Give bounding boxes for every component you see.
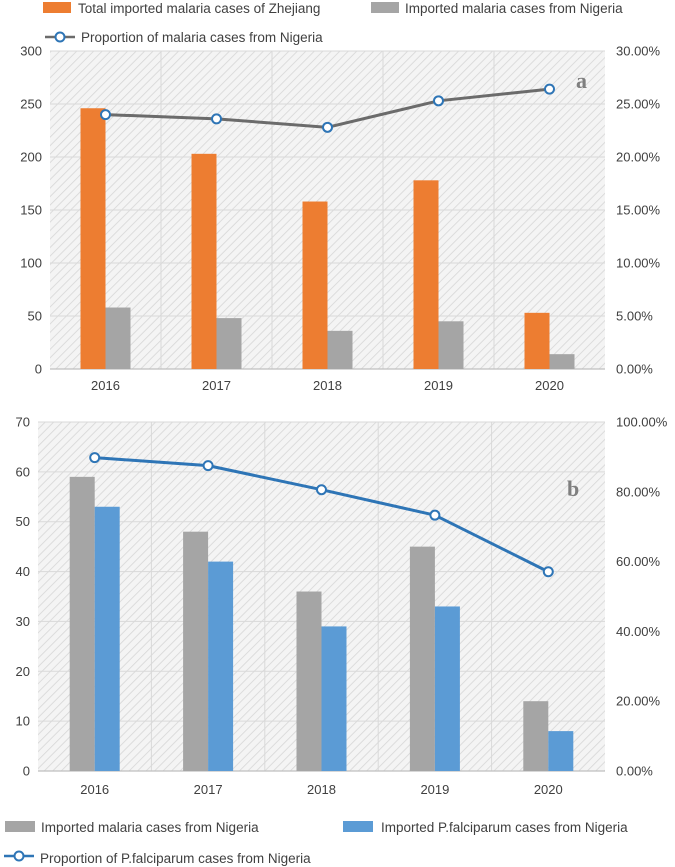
legend-b-nigeria-swatch xyxy=(5,821,35,832)
a-bar-nigeria xyxy=(216,318,242,369)
b-proportion-point xyxy=(542,566,554,578)
x-tick-label: 2019 xyxy=(420,782,449,797)
y-tick-label: 0 xyxy=(23,764,30,779)
y-tick-label: 100 xyxy=(20,256,42,271)
y-tick-label: 250 xyxy=(20,97,42,112)
a-bar-total xyxy=(413,180,439,369)
a-bar-nigeria xyxy=(327,330,353,369)
y-tick-label: 200 xyxy=(20,150,42,165)
y2-tick-label: 20.00% xyxy=(616,694,661,709)
b-bar-pf xyxy=(434,606,460,771)
y-tick-label: 50 xyxy=(16,514,30,529)
y-tick-label: 10 xyxy=(16,714,30,729)
legend-b-pf-swatch xyxy=(343,821,373,832)
panel-label-a: a xyxy=(576,68,587,93)
a-bar-total xyxy=(302,201,328,369)
legend-a: Total imported malaria cases of Zhejiang… xyxy=(43,1,623,45)
a-bar-total xyxy=(191,153,217,369)
legend-b-nigeria-label: Imported malaria cases from Nigeria xyxy=(41,820,259,835)
y-tick-label: 30 xyxy=(16,614,30,629)
y-tick-label: 40 xyxy=(16,564,30,579)
chart-a: 0 50 100 150 200 250 300 0.00% 5.00% 10.00% 15.00%… xyxy=(20,44,660,394)
legend-b-proportion-label: Proportion of P.falciparum cases from Ni… xyxy=(40,851,311,866)
b-proportion-point xyxy=(89,452,101,464)
legend-a-nigeria-label: Imported malaria cases from Nigeria xyxy=(405,1,623,16)
y2-tick-label: 20.00% xyxy=(616,150,661,165)
chart-b: 0 10 20 30 40 50 60 70 0.00% 20.00% 40.00% 60.00% 80… xyxy=(16,415,668,798)
a-bar-total xyxy=(80,108,106,370)
b-bar-pf xyxy=(94,506,120,771)
x-tick-label: 2018 xyxy=(313,378,342,393)
x-tick-label: 2017 xyxy=(202,378,231,393)
x-tick-label: 2020 xyxy=(535,378,564,393)
legend-a-total-label: Total imported malaria cases of Zhejiang xyxy=(78,1,320,16)
legend-a-proportion-marker xyxy=(54,31,66,43)
y2-tick-label: 0.00% xyxy=(616,764,653,779)
y2-tick-label: 40.00% xyxy=(616,624,661,639)
b-bar-nigeria xyxy=(409,546,435,771)
x-tick-label: 2020 xyxy=(534,782,563,797)
a-bar-nigeria xyxy=(438,321,464,369)
y-tick-label: 20 xyxy=(16,664,30,679)
a-bar-nigeria xyxy=(549,354,575,369)
y2-tick-label: 60.00% xyxy=(616,554,661,569)
b-bar-pf xyxy=(548,731,574,771)
b-proportion-point xyxy=(429,509,441,521)
b-bar-nigeria xyxy=(523,701,549,771)
y2-tick-label: 5.00% xyxy=(616,309,653,324)
y2-tick-label: 25.00% xyxy=(616,97,661,112)
b-bar-nigeria xyxy=(296,591,322,771)
x-tick-label: 2018 xyxy=(307,782,336,797)
y-tick-label: 60 xyxy=(16,464,30,479)
legend-b: Imported malaria cases from Nigeria Impo… xyxy=(4,820,628,866)
x-tick-label: 2017 xyxy=(194,782,223,797)
a-proportion-point xyxy=(211,113,222,125)
y-tick-label: 150 xyxy=(20,203,42,218)
legend-b-proportion-marker xyxy=(13,850,25,862)
legend-a-nigeria-swatch xyxy=(371,2,399,13)
y-tick-label: 50 xyxy=(28,309,42,324)
x-tick-label: 2016 xyxy=(80,782,109,797)
y2-tick-label: 15.00% xyxy=(616,203,661,218)
a-bar-total xyxy=(524,312,550,369)
x-tick-label: 2019 xyxy=(424,378,453,393)
a-proportion-point xyxy=(322,121,333,133)
b-bar-nigeria xyxy=(69,476,95,771)
y2-tick-label: 0.00% xyxy=(616,362,653,377)
y2-tick-label: 100.00% xyxy=(616,415,668,430)
b-bar-nigeria xyxy=(183,531,209,771)
a-proportion-point xyxy=(433,95,444,107)
b-bar-pf xyxy=(208,561,234,771)
y-tick-label: 0 xyxy=(35,362,42,377)
legend-a-proportion-label: Proportion of malaria cases from Nigeria xyxy=(81,30,323,45)
y-tick-label: 70 xyxy=(16,415,30,430)
b-bar-pf xyxy=(321,626,347,771)
a-proportion-point xyxy=(100,109,111,121)
legend-b-pf-label: Imported P.falciparum cases from Nigeria xyxy=(381,820,628,835)
panel-label-b: b xyxy=(567,476,579,501)
b-proportion-point xyxy=(316,484,327,496)
a-proportion-point xyxy=(544,83,555,95)
x-tick-label: 2016 xyxy=(91,378,120,393)
b-proportion-point xyxy=(202,460,214,472)
a-bar-nigeria xyxy=(105,307,131,369)
legend-a-total-swatch xyxy=(43,2,71,13)
y2-tick-label: 80.00% xyxy=(616,484,661,499)
y2-tick-label: 10.00% xyxy=(616,256,661,271)
y2-tick-label: 30.00% xyxy=(616,44,661,59)
y-tick-label: 300 xyxy=(20,44,42,59)
